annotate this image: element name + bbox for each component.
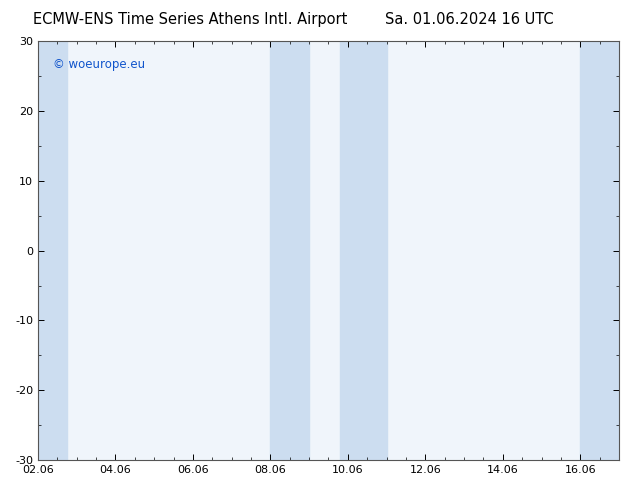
- Bar: [270, 41, 309, 460]
- Bar: [340, 41, 387, 460]
- Bar: [580, 41, 634, 460]
- Text: ECMW-ENS Time Series Athens Intl. Airport: ECMW-ENS Time Series Athens Intl. Airpor…: [33, 12, 347, 27]
- Bar: [18, 41, 67, 460]
- Text: Sa. 01.06.2024 16 UTC: Sa. 01.06.2024 16 UTC: [385, 12, 553, 27]
- Text: © woeurope.eu: © woeurope.eu: [53, 58, 145, 71]
